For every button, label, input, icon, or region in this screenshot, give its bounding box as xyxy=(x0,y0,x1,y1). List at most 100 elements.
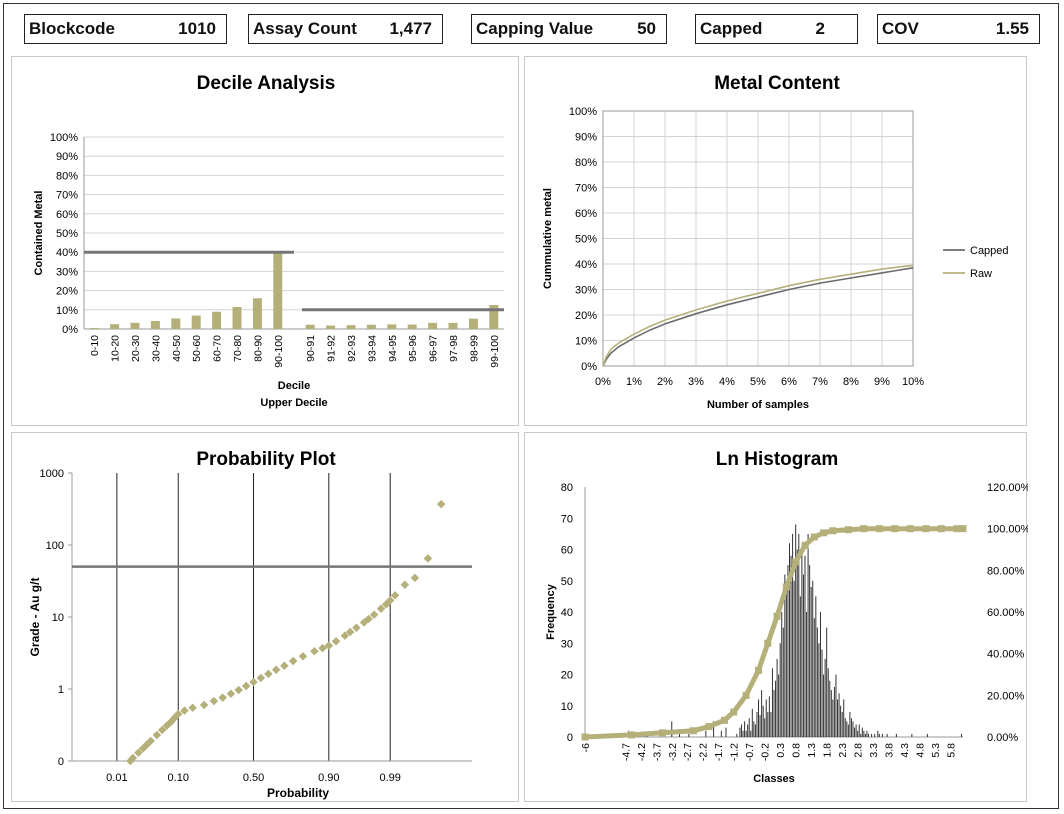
metal-panel: Metal Content 0% 10% 20% 30% 40% 50% 60% 70% 80% 9… xyxy=(524,56,1027,426)
y-tick-label: 20% xyxy=(575,310,597,322)
assay-count-label: Assay Count xyxy=(253,19,357,38)
cumulative-marker xyxy=(922,525,930,533)
y-tick-label: 10% xyxy=(575,336,597,348)
x-tick-label: 0.3 xyxy=(775,743,787,758)
cumulative-marker xyxy=(891,525,899,533)
ln-histogram-chart: Ln Histogram 0 10 20 30 40 50 60 70 80 0.00% 20.00%… xyxy=(545,449,1031,785)
y2-tick-label: 0.00% xyxy=(987,732,1018,744)
y-tick-label: 30% xyxy=(575,285,597,297)
data-point xyxy=(400,580,410,590)
legend-label: Capped xyxy=(970,245,1009,257)
data-point xyxy=(324,641,334,650)
y-tick-label: 0% xyxy=(62,324,78,336)
cov-label: COV xyxy=(882,19,919,38)
bar xyxy=(326,325,336,329)
capping-value-label: Capping Value xyxy=(476,19,594,38)
x-tick-label: 7% xyxy=(812,376,828,388)
bar xyxy=(346,325,356,329)
bar xyxy=(191,315,201,329)
bar xyxy=(150,320,160,329)
x-tick-label: 0.10 xyxy=(168,772,189,784)
x-tick-label: 92-93 xyxy=(346,335,358,362)
x-tick-label: 0.50 xyxy=(243,772,264,784)
data-point xyxy=(376,604,386,614)
y-tick-label: 50% xyxy=(56,228,78,240)
histogram-panel: Ln Histogram 0 10 20 30 40 50 60 70 80 0.00% 20.00%… xyxy=(524,432,1031,802)
y-tick-label: 90% xyxy=(56,151,78,163)
x-tick-label: 20-30 xyxy=(130,335,142,362)
y-tick-label: 1 xyxy=(58,684,64,696)
cumulative-marker xyxy=(829,527,837,535)
probability-chart: Probability Plot 0 1 10 100 1000 0.01 0.10 0.50 0… xyxy=(28,449,472,800)
y-axis-title: Cummulative metal xyxy=(542,188,554,289)
y-tick-label: 60% xyxy=(56,209,78,221)
x-tick-label: 40-50 xyxy=(171,335,183,362)
dashboard-frame xyxy=(3,3,1059,809)
x-tick-label: -4.2 xyxy=(636,743,648,761)
x-tick-label: 1% xyxy=(626,376,642,388)
y-tick-label: 1000 xyxy=(40,468,64,480)
capped-box: Capped 2 xyxy=(695,14,858,44)
y-tick-label: 20% xyxy=(56,286,78,298)
data-point xyxy=(352,623,361,632)
x-tick-label: 4.3 xyxy=(899,743,911,758)
x-tick-label: 0-10 xyxy=(89,335,101,356)
x-tick-label: 80-90 xyxy=(252,335,264,362)
cumulative-marker xyxy=(581,733,589,741)
cumulative-marker xyxy=(720,716,728,724)
x-tick-label: 5% xyxy=(750,376,766,388)
data-point xyxy=(331,637,341,646)
data-point xyxy=(385,596,395,605)
y2-tick-label: 60.00% xyxy=(987,607,1025,619)
x-tick-label: 4.8 xyxy=(915,743,927,758)
y-tick-label: 10% xyxy=(56,305,78,317)
bar xyxy=(428,322,438,329)
legend-label: Raw xyxy=(970,268,992,280)
x-tick-label: 3.3 xyxy=(868,743,880,758)
data-point xyxy=(256,673,266,683)
y-tick-label: 10 xyxy=(561,701,573,713)
data-point xyxy=(209,696,219,706)
capped-label: Capped xyxy=(700,19,763,38)
cumulative-marker xyxy=(705,723,713,731)
y2-tick-label: 120.00% xyxy=(987,482,1028,494)
x-axis-subtitle: Upper Decile xyxy=(260,397,327,409)
data-point xyxy=(218,693,227,702)
y2-tick-label: 20.00% xyxy=(987,690,1025,702)
x-tick-label: 5.8 xyxy=(946,743,958,758)
x-tick-label: 2% xyxy=(657,376,673,388)
bar xyxy=(468,318,478,329)
decile-chart: Decile Analysis 0% 10% 20% 30% 40% 50% 60% 70% 80… xyxy=(33,73,504,409)
y-tick-label: 10 xyxy=(52,612,64,624)
x-tick-label: 8% xyxy=(843,376,859,388)
bar xyxy=(171,318,181,329)
x-tick-label: 3.8 xyxy=(884,743,896,758)
data-point xyxy=(410,573,420,583)
y-tick-label: 70% xyxy=(575,183,597,195)
x-tick-label: 0.01 xyxy=(106,772,127,784)
data-point xyxy=(340,631,350,640)
x-tick-label: 0.99 xyxy=(379,772,400,784)
bar xyxy=(212,311,222,329)
x-tick-label: 70-80 xyxy=(232,335,244,362)
x-axis-title: Number of samples xyxy=(707,399,809,411)
data-point xyxy=(152,730,162,740)
y-tick-label: 100% xyxy=(50,132,78,144)
x-tick-label: 4% xyxy=(719,376,735,388)
x-tick-label: 98-99 xyxy=(468,335,480,362)
metal-title: Metal Content xyxy=(714,73,840,94)
y-tick-label: 40% xyxy=(575,259,597,271)
bar xyxy=(305,324,315,329)
x-tick-label: 5.3 xyxy=(930,743,942,758)
data-point xyxy=(436,499,446,509)
y-tick-label: 30% xyxy=(56,266,78,278)
cumulative-marker xyxy=(953,525,961,533)
x-tick-label: -1.2 xyxy=(729,743,741,761)
data-point xyxy=(288,656,298,666)
x-tick-label: 1.3 xyxy=(806,743,818,758)
y-tick-label: 80 xyxy=(561,482,573,494)
y-tick-label: 30 xyxy=(561,638,573,650)
x-tick-label: -2.2 xyxy=(698,743,710,761)
x-tick-label: 94-95 xyxy=(387,335,399,362)
x-tick-label: 3% xyxy=(688,376,704,388)
